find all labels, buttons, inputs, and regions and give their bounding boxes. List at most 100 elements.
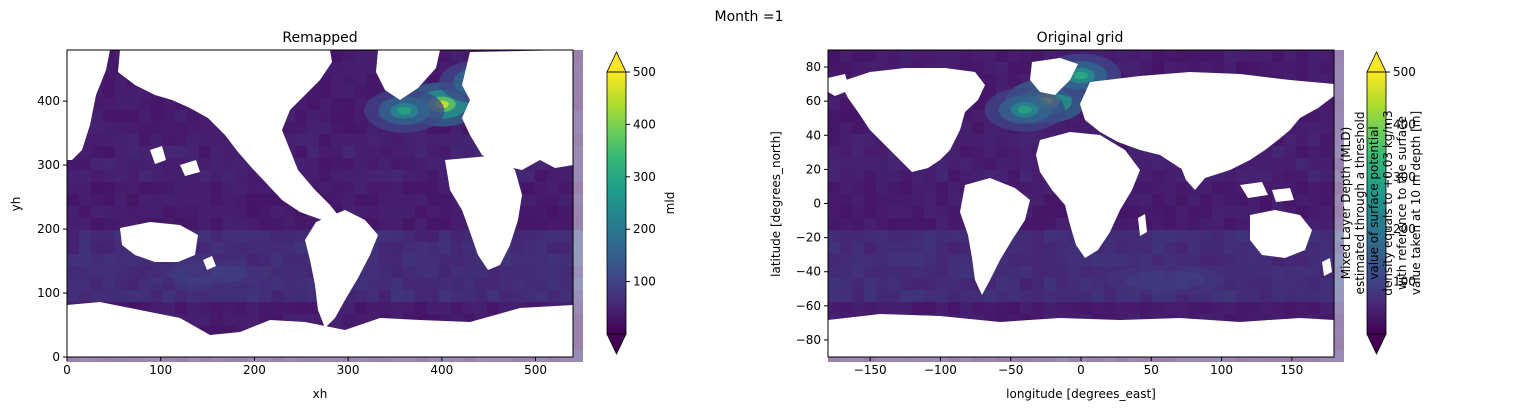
- mld-cell: [235, 230, 247, 242]
- mld-cell: [852, 158, 864, 170]
- mld-cell: [571, 50, 583, 62]
- mld-cell: [1140, 254, 1152, 266]
- mld-cell: [1224, 290, 1236, 302]
- mld-cell: [571, 242, 583, 254]
- mld-cell: [888, 194, 900, 206]
- mld-cell: [223, 158, 235, 170]
- mld-cell: [852, 254, 864, 266]
- mld-cell: [259, 278, 271, 290]
- mld-cell: [79, 242, 91, 254]
- mld-cell: [852, 134, 864, 146]
- panel-remapped: Remapped 0 100 200 300 400 500: [9, 30, 677, 401]
- mld-cell: [948, 194, 960, 206]
- colorbar-label-line-5: with reference to the surface: [1395, 116, 1409, 290]
- mld-cell: [379, 242, 391, 254]
- mld-cell: [1332, 170, 1344, 182]
- mld-cell: [1224, 254, 1236, 266]
- colorbar-gradient-original-grid: [1367, 72, 1386, 334]
- mld-cell: [936, 230, 948, 242]
- mld-cell: [115, 266, 127, 278]
- mld-cell: [511, 242, 523, 254]
- mld-cell: [403, 134, 415, 146]
- mld-cell: [523, 218, 535, 230]
- mld-cell: [127, 206, 139, 218]
- mld-cell: [1032, 194, 1044, 206]
- mld-cell: [391, 134, 403, 146]
- mld-cell: [451, 302, 463, 314]
- mld-cell: [996, 50, 1008, 62]
- mld-cell: [271, 302, 283, 314]
- mld-cell: [91, 206, 103, 218]
- mld-cell: [199, 134, 211, 146]
- mld-cell: [1236, 302, 1248, 314]
- mld-cell: [1164, 230, 1176, 242]
- mld-cell: [1272, 50, 1284, 62]
- mld-cell: [247, 218, 259, 230]
- mld-cell: [912, 278, 924, 290]
- mld-cell: [840, 254, 852, 266]
- mld-cell: [391, 302, 403, 314]
- mld-cell: [1116, 50, 1128, 62]
- mld-cell: [1068, 122, 1080, 134]
- y-tick-label: 20: [806, 162, 821, 176]
- mld-cell: [960, 50, 972, 62]
- mld-cell: [1044, 230, 1056, 242]
- mld-cell: [367, 146, 379, 158]
- mld-cell: [355, 206, 367, 218]
- mld-cell: [259, 218, 271, 230]
- mld-cell: [463, 290, 475, 302]
- mld-cell: [283, 242, 295, 254]
- x-tick-label: 100: [149, 363, 172, 377]
- mld-cell: [1104, 278, 1116, 290]
- mld-cell: [67, 158, 79, 170]
- y-tick-label: −60: [796, 299, 821, 313]
- mld-cell: [67, 194, 79, 206]
- mld-cell: [235, 206, 247, 218]
- mld-cell: [547, 170, 559, 182]
- mld-cell: [972, 134, 984, 146]
- mld-cell: [1020, 266, 1032, 278]
- mld-cell: [91, 158, 103, 170]
- mld-cell: [1080, 302, 1092, 314]
- mld-cell: [67, 278, 79, 290]
- mld-cell: [876, 302, 888, 314]
- mld-cell: [828, 122, 840, 134]
- mld-cell: [1140, 302, 1152, 314]
- mld-cell: [331, 110, 343, 122]
- mld-cell: [187, 266, 199, 278]
- mld-cell: [1332, 242, 1344, 254]
- x-axis-label-original-grid: longitude [degrees_east]: [1006, 387, 1156, 401]
- mld-cell: [211, 170, 223, 182]
- mld-cell: [391, 194, 403, 206]
- mld-cell: [1020, 146, 1032, 158]
- mld-cell: [247, 266, 259, 278]
- mld-cell: [840, 218, 852, 230]
- mld-cell: [1128, 62, 1140, 74]
- mld-cell: [103, 146, 115, 158]
- mld-cell: [187, 194, 199, 206]
- mld-cell: [1260, 62, 1272, 74]
- mld-cell: [451, 242, 463, 254]
- mld-cell: [319, 98, 331, 110]
- mld-cell: [1212, 278, 1224, 290]
- mld-cell: [1284, 158, 1296, 170]
- mld-cell: [1008, 290, 1020, 302]
- mld-cell: [283, 302, 295, 314]
- mld-cell: [972, 62, 984, 74]
- mld-cell: [103, 170, 115, 182]
- mld-cell: [1044, 290, 1056, 302]
- mld-cell: [1284, 50, 1296, 62]
- mld-cell: [864, 302, 876, 314]
- mld-cell: [948, 146, 960, 158]
- mld-cell: [319, 86, 331, 98]
- mld-cell: [523, 194, 535, 206]
- mld-cell: [1296, 278, 1308, 290]
- mld-cell: [1008, 158, 1020, 170]
- mld-cell: [571, 326, 583, 338]
- mld-cell: [391, 254, 403, 266]
- mld-cell: [163, 290, 175, 302]
- mld-cell: [547, 266, 559, 278]
- mld-cell: [900, 290, 912, 302]
- mld-cell: [984, 86, 996, 98]
- mld-cell: [559, 218, 571, 230]
